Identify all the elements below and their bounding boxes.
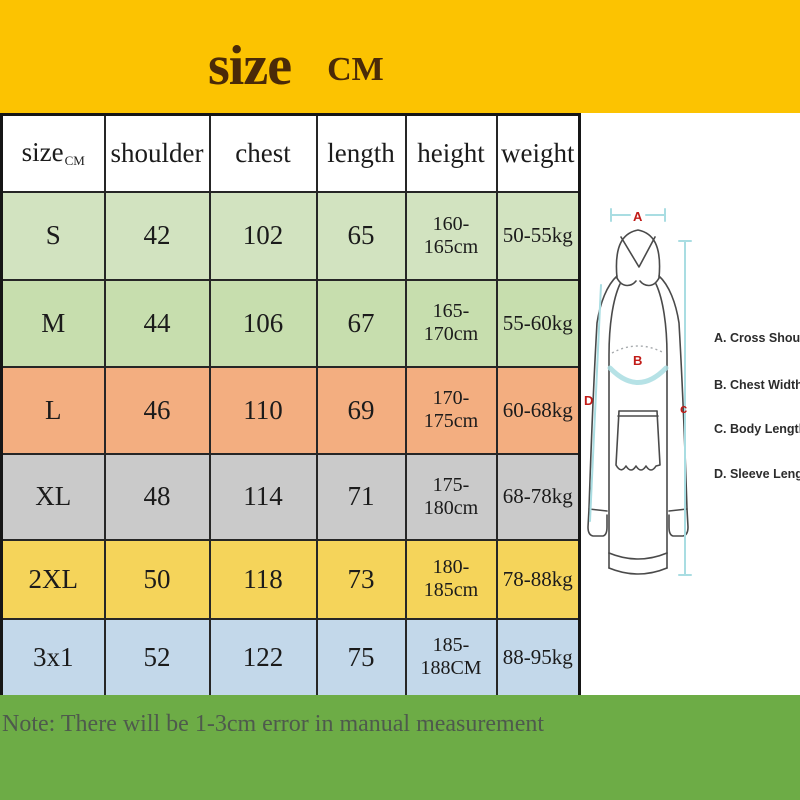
title-size-text: size [208,35,292,97]
cell-size: L [0,365,106,455]
marker-c: c [680,401,687,416]
table-row-m: M 44 106 67 165-170cm 55-60kg [0,278,581,368]
col-header-size-unit: CM [64,153,85,169]
cell-height: 185-188CM [404,617,498,698]
col-header-height: height [404,113,498,193]
marker-a: A [633,209,643,224]
cell-size: XL [0,452,106,541]
page-title: size CM [208,38,384,94]
cell-size: M [0,278,106,368]
marker-d: D [584,393,593,408]
col-header-size-label: size [21,137,64,168]
cell-chest: 102 [208,190,318,281]
size-table: sizeCM shoulder chest length height weig… [0,113,581,698]
title-unit-text: CM [327,51,384,88]
table-row-l: L 46 110 69 170-175cm 60-68kg [0,365,581,455]
cell-weight: 78-88kg [495,538,581,620]
col-header-size: sizeCM [0,113,106,193]
cell-chest: 106 [208,278,318,368]
cell-height: 180-185cm [404,538,498,620]
cell-shoulder: 50 [103,538,211,620]
cell-length: 71 [315,452,407,541]
note-text: Note: There will be 1-3cm error in manua… [2,711,545,737]
cell-shoulder: 48 [103,452,211,541]
hoodie-diagram-icon: A B [584,208,692,576]
cell-length: 73 [315,538,407,620]
header-band: size CM [0,0,800,113]
legend-body-length: C. Body Length [714,422,800,436]
table-header-row: sizeCM shoulder chest length height weig… [0,113,581,193]
note-band: Note: There will be 1-3cm error in manua… [0,695,800,800]
main-content: sizeCM shoulder chest length height weig… [0,113,800,698]
cell-weight: 55-60kg [495,278,581,368]
cell-shoulder: 52 [103,617,211,698]
cell-height: 170-175cm [404,365,498,455]
table-row-3xl: 3x1 52 122 75 185-188CM 88-95kg [0,617,581,698]
col-header-chest: chest [208,113,318,193]
cell-weight: 60-68kg [495,365,581,455]
cell-length: 69 [315,365,407,455]
cell-height: 160-165cm [404,190,498,281]
cell-shoulder: 42 [103,190,211,281]
legend-cross-shoulder: A. Cross Shoulder [714,331,800,345]
table-row-s: S 42 102 65 160-165cm 50-55kg [0,190,581,281]
cell-size: S [0,190,106,281]
col-header-shoulder: shoulder [103,113,211,193]
legend-chest-width: B. Chest Width [714,378,800,392]
cell-chest: 122 [208,617,318,698]
cell-length: 65 [315,190,407,281]
cell-shoulder: 44 [103,278,211,368]
cell-length: 75 [315,617,407,698]
cell-shoulder: 46 [103,365,211,455]
cell-weight: 88-95kg [495,617,581,698]
cell-length: 67 [315,278,407,368]
cell-chest: 110 [208,365,318,455]
cell-height: 165-170cm [404,278,498,368]
diagram-panel: A B [581,113,800,695]
cell-weight: 68-78kg [495,452,581,541]
cell-height: 175-180cm [404,452,498,541]
cell-weight: 50-55kg [495,190,581,281]
table-row-2xl: 2XL 50 118 73 180-185cm 78-88kg [0,538,581,620]
table-row-xl: XL 48 114 71 175-180cm 68-78kg [0,452,581,541]
col-header-weight: weight [495,113,581,193]
cell-size: 2XL [0,538,106,620]
cell-chest: 118 [208,538,318,620]
cell-chest: 114 [208,452,318,541]
cell-size: 3x1 [0,617,106,698]
col-header-length: length [315,113,407,193]
legend-sleeve-length: D. Sleeve Length [714,467,800,481]
marker-b: B [633,353,642,368]
